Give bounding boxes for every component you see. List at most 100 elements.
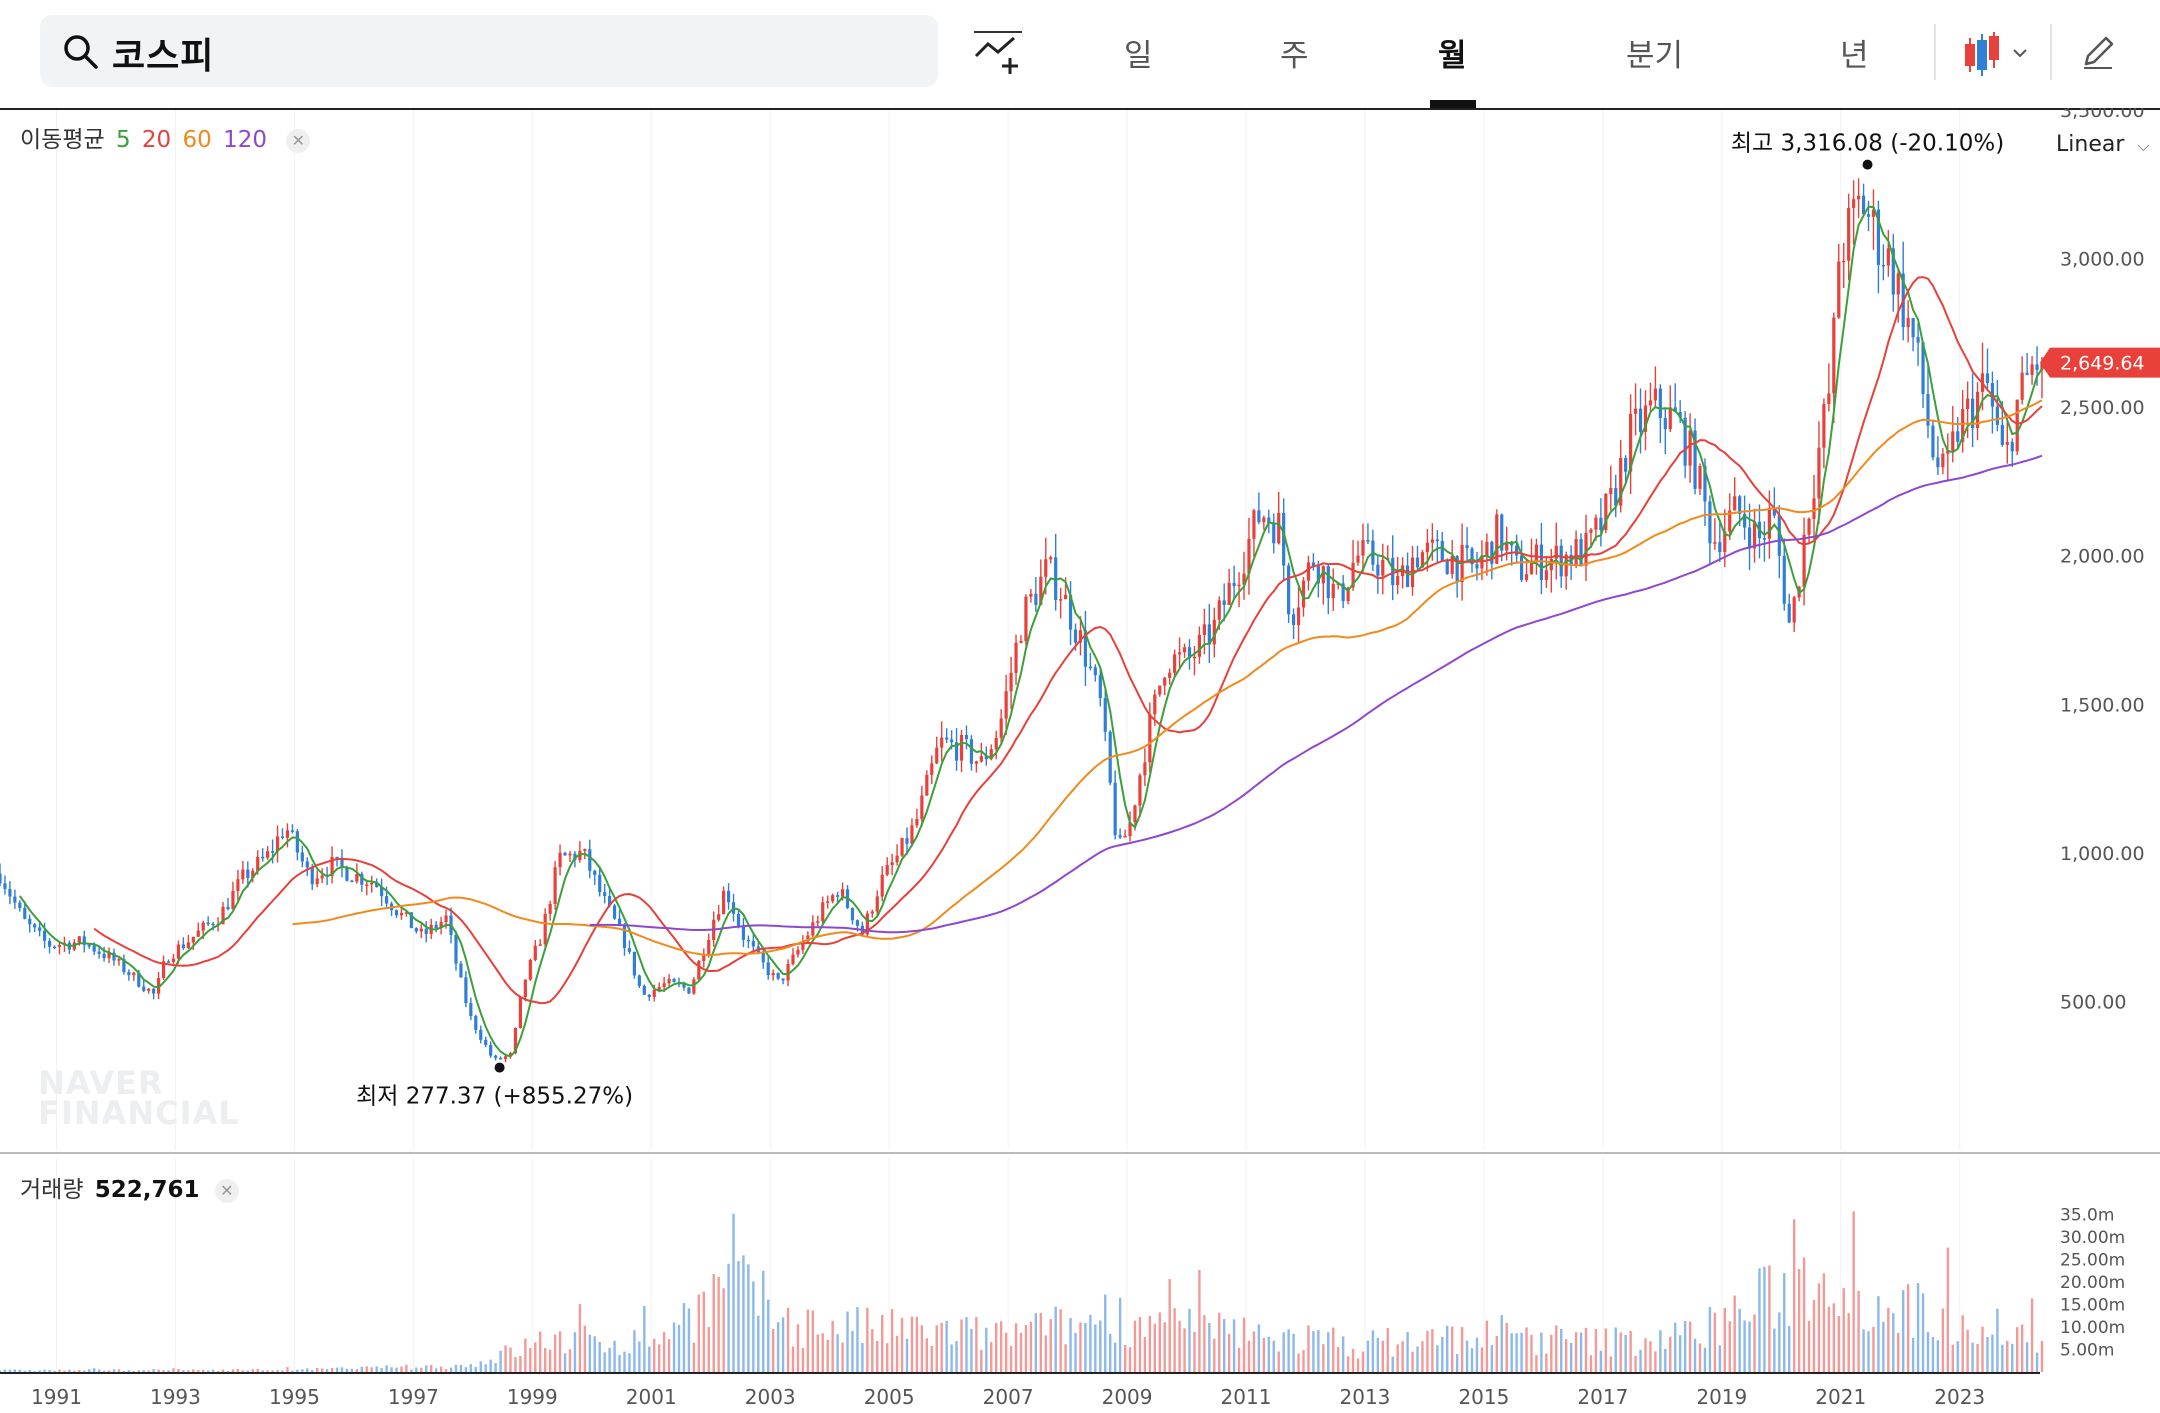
candle <box>1123 835 1127 838</box>
volume-bar <box>841 1342 844 1372</box>
volume-bar <box>1356 1358 1360 1372</box>
volume-bar <box>866 1307 869 1372</box>
candle <box>1544 570 1548 581</box>
candle <box>1376 564 1380 576</box>
volume-bar <box>1773 1328 1776 1372</box>
candle <box>518 997 523 1029</box>
x-tick-label: 1991 <box>31 1385 82 1409</box>
x-tick-label: 2019 <box>1696 1385 1747 1409</box>
volume-bar <box>1371 1330 1375 1372</box>
candle <box>1059 599 1063 601</box>
candle <box>1202 624 1206 635</box>
volume-bar <box>281 1370 284 1372</box>
volume-bar <box>335 1367 339 1372</box>
candle <box>280 836 285 838</box>
candle <box>1163 677 1167 686</box>
volume-bar <box>63 1370 66 1372</box>
volume-bar <box>1877 1296 1880 1372</box>
volume-bar <box>588 1334 591 1372</box>
y-axis-top-mask <box>2040 130 2160 182</box>
volume-bar <box>202 1369 205 1372</box>
volume-bar <box>1049 1319 1052 1372</box>
y-tick-label: 1,000.00 <box>2060 843 2145 865</box>
tab-monthly[interactable]: 월 <box>1438 38 1467 74</box>
candle <box>1643 405 1648 432</box>
candle <box>1296 607 1301 625</box>
volume-bar <box>345 1368 349 1372</box>
candle <box>47 940 52 947</box>
volume-bar <box>583 1325 587 1372</box>
candle <box>1252 510 1256 539</box>
candle <box>345 867 349 881</box>
volume-bar <box>1827 1306 1831 1372</box>
volume-bar <box>737 1261 740 1372</box>
candle <box>513 1028 518 1054</box>
candle <box>1886 248 1890 266</box>
trend-draw-icon[interactable] <box>972 28 1024 76</box>
candle <box>568 853 572 856</box>
volume-bar <box>1168 1279 1171 1372</box>
volume-bar <box>400 1366 403 1372</box>
volume-tick-label: 30.00m <box>2060 1228 2125 1248</box>
candle <box>786 964 790 981</box>
volume-bar <box>722 1288 725 1372</box>
volume-bar <box>970 1328 973 1372</box>
candle <box>726 890 731 903</box>
candle <box>1609 487 1613 495</box>
candle <box>1961 409 1965 442</box>
volume-bar <box>816 1334 819 1372</box>
candle <box>1743 513 1747 528</box>
volume-bar <box>1153 1323 1157 1372</box>
candle <box>1648 400 1653 406</box>
candle <box>196 930 200 937</box>
tab-yearly[interactable]: 년 <box>1840 38 1869 74</box>
candle <box>1619 457 1623 506</box>
volume-bar <box>1505 1322 1508 1372</box>
high-low-markers: 최고 3,316.08 (-20.10%) 최저 277.37 (+855.27%… <box>356 131 2004 1110</box>
volume-bar <box>370 1367 373 1372</box>
candle <box>226 906 230 910</box>
volume-bar <box>1708 1307 1712 1372</box>
candle <box>736 913 741 926</box>
volume-bar <box>92 1368 96 1372</box>
candle <box>414 928 418 932</box>
candle <box>840 889 845 897</box>
candle <box>251 870 255 879</box>
volume-bar <box>1911 1337 1915 1372</box>
pencil-icon[interactable] <box>2078 32 2118 72</box>
volume-bar <box>395 1367 398 1372</box>
tab-daily[interactable]: 일 <box>1124 38 1153 74</box>
candle <box>360 873 364 885</box>
candlestick-icon[interactable] <box>1960 30 2030 80</box>
tab-weekly[interactable]: 주 <box>1280 38 1309 74</box>
close-icon[interactable]: ✕ <box>214 1178 239 1203</box>
candle <box>1361 540 1365 556</box>
volume-bar <box>1104 1294 1107 1372</box>
volume-bar <box>1287 1329 1290 1372</box>
tab-quarterly[interactable]: 분기 <box>1626 38 1684 74</box>
candle <box>365 884 369 886</box>
volume-bar <box>296 1369 299 1372</box>
search-bar[interactable]: 코스피 <box>40 15 938 87</box>
volume-bar <box>420 1367 423 1372</box>
volume-bar <box>73 1370 76 1372</box>
price-chart[interactable]: 500.00 1,000.00 1,500.00 2,000.00 2,500.00 3,… <box>0 108 2160 1413</box>
volume-tick-label: 25.00m <box>2060 1251 2125 1271</box>
volume-bar <box>1436 1345 1439 1372</box>
volume-bar <box>43 1369 46 1372</box>
candle <box>994 737 998 750</box>
volume-bar <box>137 1370 140 1372</box>
volume-bar <box>871 1329 874 1372</box>
search-query[interactable]: 코스피 <box>112 36 215 77</box>
candle <box>667 978 671 984</box>
candle <box>370 882 374 885</box>
candle <box>52 946 57 949</box>
candle <box>662 983 666 987</box>
watermark-line: NAVER <box>38 1064 164 1102</box>
current-price-tag <box>2040 347 2160 378</box>
volume-bar <box>1882 1321 1885 1372</box>
close-icon[interactable]: ✕ <box>286 128 311 153</box>
volume-bar <box>682 1303 686 1372</box>
candle <box>935 747 939 764</box>
scale-dropdown[interactable]: Linear ⌵ <box>2056 132 2150 157</box>
